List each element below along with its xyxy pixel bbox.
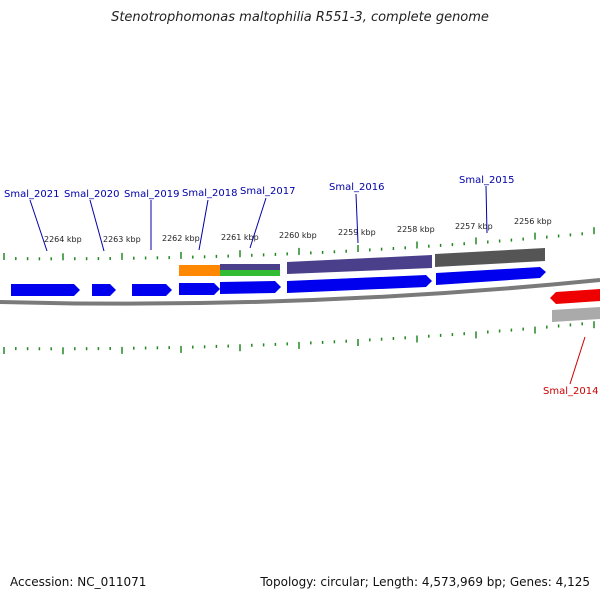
cds-arrow-smal-2021[interactable] [11,284,80,296]
scale-labels: 2264 kbp 2263 kbp 2262 kbp 2261 kbp 2260… [44,217,552,244]
leader-line [485,185,488,234]
cds-arrow-smal-2018[interactable] [179,283,220,295]
feature-track-upper [179,248,545,276]
leader-line [198,199,209,251]
feature-orange[interactable] [179,265,220,276]
leader-line [249,197,267,249]
scale-label: 2261 kbp [221,233,259,242]
gene-label-smal-2015[interactable]: Smal_2015 [459,175,514,186]
cds-arrow-smal-2020[interactable] [92,284,116,296]
leader-line-selected [569,336,586,385]
gene-label-smal-2018[interactable]: Smal_2018 [182,188,237,199]
scale-label: 2259 kbp [338,228,376,237]
scale-label: 2264 kbp [44,235,82,244]
scale-ticks-upper [3,227,595,261]
scale-label: 2260 kbp [279,231,317,240]
cds-arrow-smal-2019[interactable] [132,284,172,296]
scale-label: 2256 kbp [514,217,552,226]
genome-summary-text: Topology: circular; Length: 4,573,969 bp… [260,575,590,589]
feature-green[interactable] [220,270,280,276]
feature-purple-small[interactable] [220,264,280,270]
cds-track [11,267,600,322]
gene-label-smal-2020[interactable]: Smal_2020 [64,189,119,200]
scale-ticks-lower [3,321,595,355]
gene-leader-lines [29,185,586,385]
gene-arrow-smal-2014[interactable] [550,289,600,304]
genome-title: Stenotrophomonas maltophilia R551-3, com… [111,10,489,25]
scale-label: 2258 kbp [397,225,435,234]
gene-label-smal-2019[interactable]: Smal_2019 [124,189,179,200]
cds-arrow-smal-2016[interactable] [287,275,432,293]
gene-label-smal-2021[interactable]: Smal_2021 [4,189,59,200]
feature-light-gray[interactable] [552,307,600,322]
gene-labels: Smal_2021 Smal_2020 Smal_2019 Smal_2018 … [4,175,598,397]
cds-arrow-smal-2017[interactable] [220,281,281,294]
feature-dark-gray[interactable] [435,248,545,267]
leader-line [29,199,48,252]
gene-label-smal-2017[interactable]: Smal_2017 [240,186,295,197]
leader-line [89,199,105,252]
chromosome-backbone [0,278,600,306]
scale-label: 2263 kbp [103,235,141,244]
cds-arrow-smal-2015[interactable] [436,267,546,285]
scale-label: 2262 kbp [162,234,200,243]
accession-text: Accession: NC_011071 [10,575,147,589]
gene-label-smal-2016[interactable]: Smal_2016 [329,182,384,193]
leader-line [355,193,359,244]
feature-purple-large[interactable] [287,255,432,274]
gene-label-smal-2014[interactable]: Smal_2014 [543,386,598,397]
scale-label: 2257 kbp [455,222,493,231]
